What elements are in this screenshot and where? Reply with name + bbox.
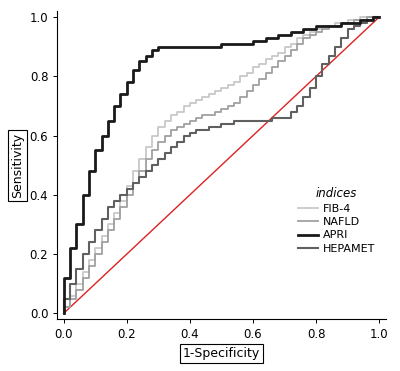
Y-axis label: Sensitivity: Sensitivity — [11, 133, 24, 198]
Legend: FIB-4, NAFLD, APRI, HEPAMET: FIB-4, NAFLD, APRI, HEPAMET — [293, 183, 380, 258]
X-axis label: 1-Specificity: 1-Specificity — [183, 347, 260, 360]
